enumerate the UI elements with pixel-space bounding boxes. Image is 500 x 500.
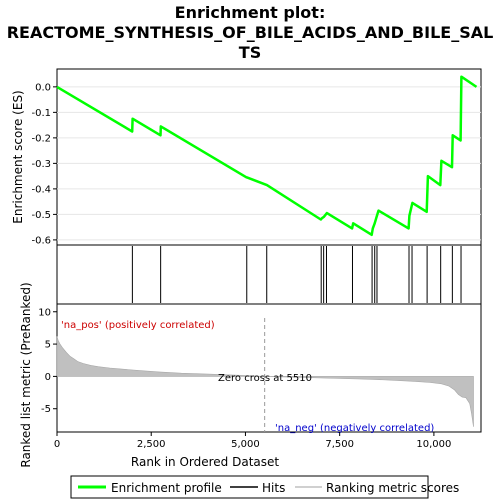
x-tick-label: 5,000	[231, 439, 260, 450]
metric-y-tick-label: -5	[41, 404, 51, 415]
chart-title-line-2: REACTOME_SYNTHESIS_OF_BILE_ACIDS_AND_BIL…	[7, 23, 494, 42]
es-y-tick-label: -0.1	[31, 108, 51, 119]
metric-y-tick-label: 5	[45, 340, 51, 351]
metric-y-tick-label: 0	[45, 372, 51, 383]
chart-title-line-3: TS	[239, 43, 261, 62]
enrichment-score-panel: 0.0 -0.1 -0.2 -0.3 -0.4 -0.5 -0.6 Enrichment s…	[11, 68, 482, 246]
es-y-axis-title: Enrichment score (ES)	[11, 90, 25, 223]
es-y-tick-label: -0.4	[31, 184, 51, 195]
x-tick-label: 7,500	[325, 439, 354, 450]
metric-y-tick-label: 10	[38, 307, 51, 318]
x-tick-label: 10,000	[416, 439, 451, 450]
x-tick-label: 2,500	[137, 439, 166, 450]
chart-title-line-1: Enrichment plot:	[175, 3, 326, 22]
x-axis-title: Rank in Ordered Dataset	[131, 455, 279, 469]
hits-frame	[56, 244, 482, 306]
legend: Enrichment profile Hits Ranking metric s…	[70, 475, 459, 499]
x-tick-label: 0	[54, 439, 60, 450]
metric-y-axis-title: Ranked list metric (PreRanked)	[19, 282, 33, 467]
hits-panel	[56, 244, 482, 306]
es-y-tick-label: 0.0	[35, 82, 51, 93]
enrichment-profile-line	[56, 75, 478, 237]
negative-correlation-label: 'na_neg' (negatively correlated)	[275, 423, 434, 434]
legend-metric-label: Ranking metric scores	[326, 481, 459, 495]
x-axis: 0 2,500 5,000 7,500 10,000	[54, 432, 451, 450]
positive-correlation-label: 'na_pos' (positively correlated)	[61, 320, 215, 331]
es-y-tick-label: -0.5	[31, 210, 51, 221]
zero-cross-label: Zero cross at 5510	[218, 373, 312, 384]
es-y-tick-label: -0.6	[31, 235, 51, 246]
legend-enrichment-label: Enrichment profile	[111, 481, 222, 495]
enrichment-plot-frame	[56, 68, 482, 246]
es-y-tick-label: -0.3	[31, 159, 51, 170]
es-y-tick-label: -0.2	[31, 133, 51, 144]
legend-hits-label: Hits	[262, 481, 285, 495]
